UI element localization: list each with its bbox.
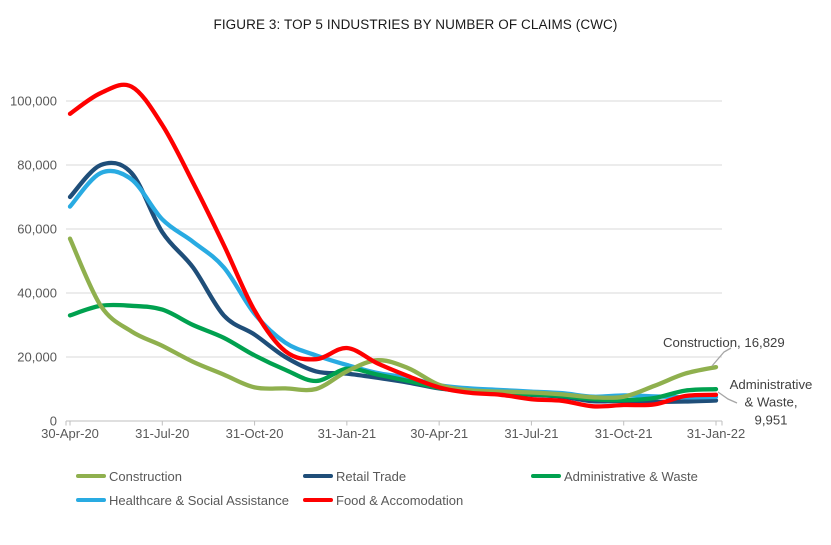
legend-label: Construction	[109, 468, 182, 484]
x-axis-label: 31-Jan-21	[318, 426, 377, 441]
legend-label: Healthcare & Social Assistance	[109, 492, 289, 508]
x-axis-label: 30-Apr-20	[41, 426, 99, 441]
y-axis-label: 40,000	[17, 286, 57, 301]
legend-swatch-healthcare-social-assistance	[76, 497, 106, 503]
legend-swatch-food-accomodation	[303, 497, 333, 503]
legend-label: Food & Accomodation	[336, 492, 464, 508]
legend-item-healthcare-social-assistance: Healthcare & Social Assistance	[76, 491, 289, 509]
x-axis-label: 31-Jul-21	[504, 426, 558, 441]
legend-label: Retail Trade	[336, 468, 407, 484]
y-axis-label: 100,000	[10, 94, 57, 109]
x-axis-label: 31-Jul-20	[135, 426, 189, 441]
series-line-retail-trade	[67, 160, 719, 404]
annotation-administrative: Administrative & Waste, 9,951	[730, 377, 813, 427]
x-axis-label: 31-Jan-22	[687, 426, 746, 441]
series-line-administrative-waste	[67, 302, 719, 403]
annotation-leader-administrative	[717, 391, 738, 404]
legend-item-administrative-waste: Administrative & Waste	[531, 467, 698, 485]
annotation-leader-construction-16-829	[711, 347, 732, 367]
legend-item-food-accomodation: Food & Accomodation	[303, 491, 463, 509]
legend-item-retail-trade: Retail Trade	[303, 467, 406, 485]
legend-item-construction: Construction	[76, 467, 182, 485]
x-axis-label: 30-Apr-21	[410, 426, 468, 441]
figure-title: FIGURE 3: TOP 5 INDUSTRIES BY NUMBER OF …	[213, 17, 618, 32]
y-axis-label: 0	[50, 414, 57, 429]
annotation-construction-16-829: Construction, 16,829	[663, 335, 785, 350]
x-axis-label: 31-Oct-21	[595, 426, 653, 441]
legend-swatch-administrative-waste	[531, 473, 561, 479]
legend-label: Administrative & Waste	[564, 468, 698, 484]
legend-swatch-retail-trade	[303, 473, 333, 479]
series-line-construction	[67, 236, 719, 401]
legend-swatch-construction	[76, 473, 106, 479]
y-axis-label: 60,000	[17, 222, 57, 237]
x-axis-label: 31-Oct-20	[226, 426, 284, 441]
series-line-food-accomodation	[67, 82, 719, 409]
y-axis-label: 20,000	[17, 350, 57, 365]
y-axis-label: 80,000	[17, 158, 57, 173]
